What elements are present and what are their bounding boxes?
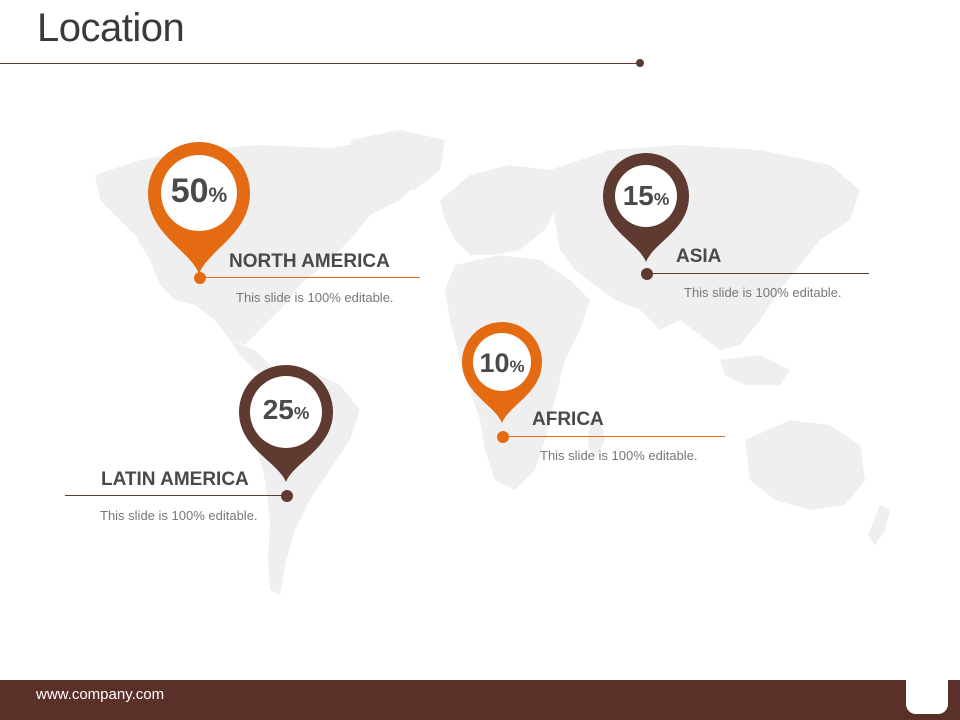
marker-dot [194,272,206,284]
footer-bar [0,680,960,720]
map-pin-icon [148,142,250,274]
region-label: NORTH AMERICA [229,251,390,272]
percentage-value: 50% [170,172,228,210]
leader-line [65,495,281,496]
leader-line [509,436,725,437]
region-description: This slide is 100% editable. [236,290,394,305]
percentage-value: 25% [262,394,310,425]
leader-line [653,273,869,274]
region-label: ASIA [676,246,722,267]
marker-dot [497,431,509,443]
map-pin-icon [239,364,333,482]
footer-url: www.company.com [36,686,165,703]
percentage-value: 15% [622,180,670,211]
region-label: AFRICA [532,409,604,430]
region-description: This slide is 100% editable. [684,285,842,300]
slide-title: Location [37,6,185,50]
region-description: This slide is 100% editable. [100,508,258,523]
map-pin-icon [462,322,542,423]
marker-dot [281,490,293,502]
title-divider [0,63,640,64]
marker-dot [641,268,653,280]
title-divider-dot [636,59,644,67]
region-description: This slide is 100% editable. [540,448,698,463]
percentage-value: 10% [479,348,525,378]
map-pin-icon [603,153,689,262]
footer-tab-shape [906,680,948,714]
region-label: LATIN AMERICA [101,469,249,490]
leader-line [206,277,420,278]
